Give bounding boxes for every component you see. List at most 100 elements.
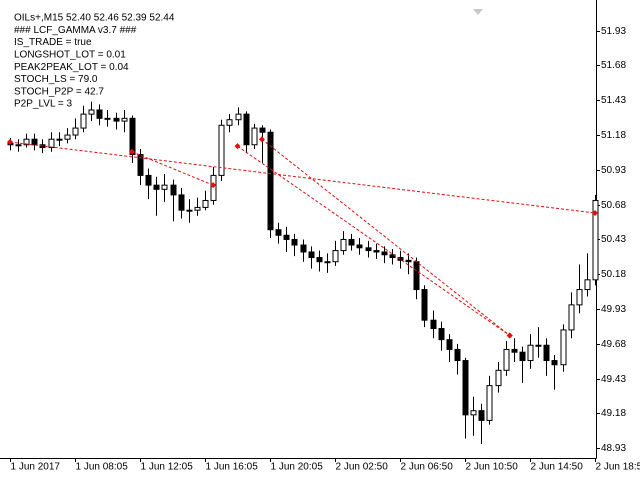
candle-body bbox=[300, 244, 307, 253]
candle-body bbox=[218, 124, 225, 176]
y-tick-label: 50.93 bbox=[601, 165, 626, 176]
candle-body bbox=[291, 238, 298, 246]
info-line: OILs+,M15 52.40 52.46 52.39 52.44 bbox=[14, 13, 175, 24]
candle-body bbox=[356, 244, 363, 249]
y-tick-label: 50.68 bbox=[601, 200, 626, 211]
y-tick-label: 51.18 bbox=[601, 130, 626, 141]
x-tick-label: 1 Jun 16:05 bbox=[206, 462, 259, 473]
candle-body bbox=[495, 369, 502, 387]
candle-body bbox=[88, 109, 95, 115]
candle-body bbox=[161, 184, 168, 190]
x-tick-label: 1 Jun 20:05 bbox=[271, 462, 324, 473]
x-tick-label: 1 Jun 2017 bbox=[11, 462, 61, 473]
candle-body bbox=[405, 259, 412, 263]
y-tick-label: 50.18 bbox=[601, 269, 626, 280]
candle-body bbox=[48, 138, 55, 149]
trend-point bbox=[210, 182, 217, 189]
candle-body bbox=[543, 344, 550, 362]
candle-body bbox=[283, 234, 290, 240]
candle-body bbox=[275, 229, 282, 236]
candle-body bbox=[243, 113, 250, 146]
candle-body bbox=[210, 174, 217, 201]
candle-body bbox=[397, 257, 404, 261]
x-tick-label: 1 Jun 12:05 bbox=[141, 462, 194, 473]
x-tick-label: 2 Jun 02:50 bbox=[336, 462, 389, 473]
candle-body bbox=[64, 134, 71, 140]
info-line: PEAK2PEAK_LOT = 0.04 bbox=[14, 62, 129, 73]
candle-body bbox=[421, 289, 428, 321]
y-tick-label: 48.93 bbox=[601, 443, 626, 454]
x-tick-label: 2 Jun 14:50 bbox=[531, 462, 584, 473]
candle-body bbox=[153, 184, 160, 190]
candle-body bbox=[454, 348, 461, 362]
trend-point bbox=[128, 148, 135, 155]
candle-body bbox=[259, 127, 266, 133]
candle-body bbox=[348, 238, 355, 246]
x-tick-label: 1 Jun 08:05 bbox=[76, 462, 129, 473]
candle-body bbox=[486, 385, 493, 421]
candle-body bbox=[551, 360, 558, 366]
shift-marker bbox=[473, 9, 483, 15]
candle-body bbox=[145, 174, 152, 186]
x-tick-label: 2 Jun 06:50 bbox=[401, 462, 454, 473]
y-tick-label: 49.43 bbox=[601, 374, 626, 385]
y-tick-label: 49.18 bbox=[601, 408, 626, 419]
candle-body bbox=[462, 360, 469, 416]
candle-body bbox=[413, 261, 420, 291]
candle-body bbox=[202, 199, 209, 208]
trendline bbox=[9, 141, 596, 214]
trendline bbox=[237, 145, 510, 336]
candle-body bbox=[251, 127, 258, 146]
candle-body bbox=[194, 206, 201, 211]
info-panel: OILs+,M15 52.40 52.46 52.39 52.44### LCF… bbox=[14, 13, 175, 110]
trend-point bbox=[506, 332, 513, 339]
candle-body bbox=[592, 199, 599, 281]
info-line: LONGSHOT_LOT = 0.01 bbox=[14, 50, 126, 61]
candle-body bbox=[373, 250, 380, 253]
candle-body bbox=[178, 194, 185, 211]
y-tick-label: 50.43 bbox=[601, 234, 626, 245]
y-tick-label: 51.68 bbox=[601, 60, 626, 71]
candle-body bbox=[129, 117, 136, 156]
candle-body bbox=[72, 127, 79, 136]
candle-body bbox=[113, 117, 120, 122]
info-line: P2P_LVL = 3 bbox=[14, 99, 73, 110]
y-tick-label: 49.68 bbox=[601, 339, 626, 350]
candle-body bbox=[324, 261, 331, 264]
candle-body bbox=[568, 304, 575, 331]
candle-body bbox=[316, 257, 323, 263]
candle-body bbox=[519, 351, 526, 362]
y-tick-label: 49.93 bbox=[601, 304, 626, 315]
trend-point bbox=[234, 143, 241, 150]
y-tick-label: 51.43 bbox=[601, 95, 626, 106]
candle-body bbox=[381, 251, 388, 256]
candle-body bbox=[96, 109, 103, 119]
candle-body bbox=[121, 117, 128, 122]
candle-body bbox=[15, 144, 22, 147]
candle-body bbox=[267, 131, 274, 231]
candle-body bbox=[332, 250, 339, 263]
candle-body bbox=[186, 209, 193, 212]
candle-body bbox=[137, 154, 144, 176]
candle-body bbox=[23, 138, 30, 146]
candle-body bbox=[235, 113, 242, 121]
info-line: ### LCF_GAMMA v3.7 ### bbox=[14, 25, 137, 36]
x-tick-label: 2 Jun 10:50 bbox=[466, 462, 519, 473]
candle-body bbox=[170, 184, 177, 196]
candle-body bbox=[446, 339, 453, 350]
candle-body bbox=[560, 329, 567, 366]
info-line: STOCH_P2P = 42.7 bbox=[14, 86, 104, 97]
trend-point bbox=[592, 209, 599, 216]
candle-body bbox=[308, 251, 315, 259]
candle-body bbox=[511, 348, 518, 353]
x-tick-label: 2 Jun 18:50 bbox=[596, 462, 640, 473]
candle-body bbox=[430, 319, 437, 330]
candle-body bbox=[527, 344, 534, 362]
candle-body bbox=[365, 247, 372, 252]
candle-body bbox=[31, 138, 38, 146]
candle-body bbox=[503, 348, 510, 371]
y-tick-label: 51.93 bbox=[601, 26, 626, 37]
candle-body bbox=[56, 138, 63, 141]
